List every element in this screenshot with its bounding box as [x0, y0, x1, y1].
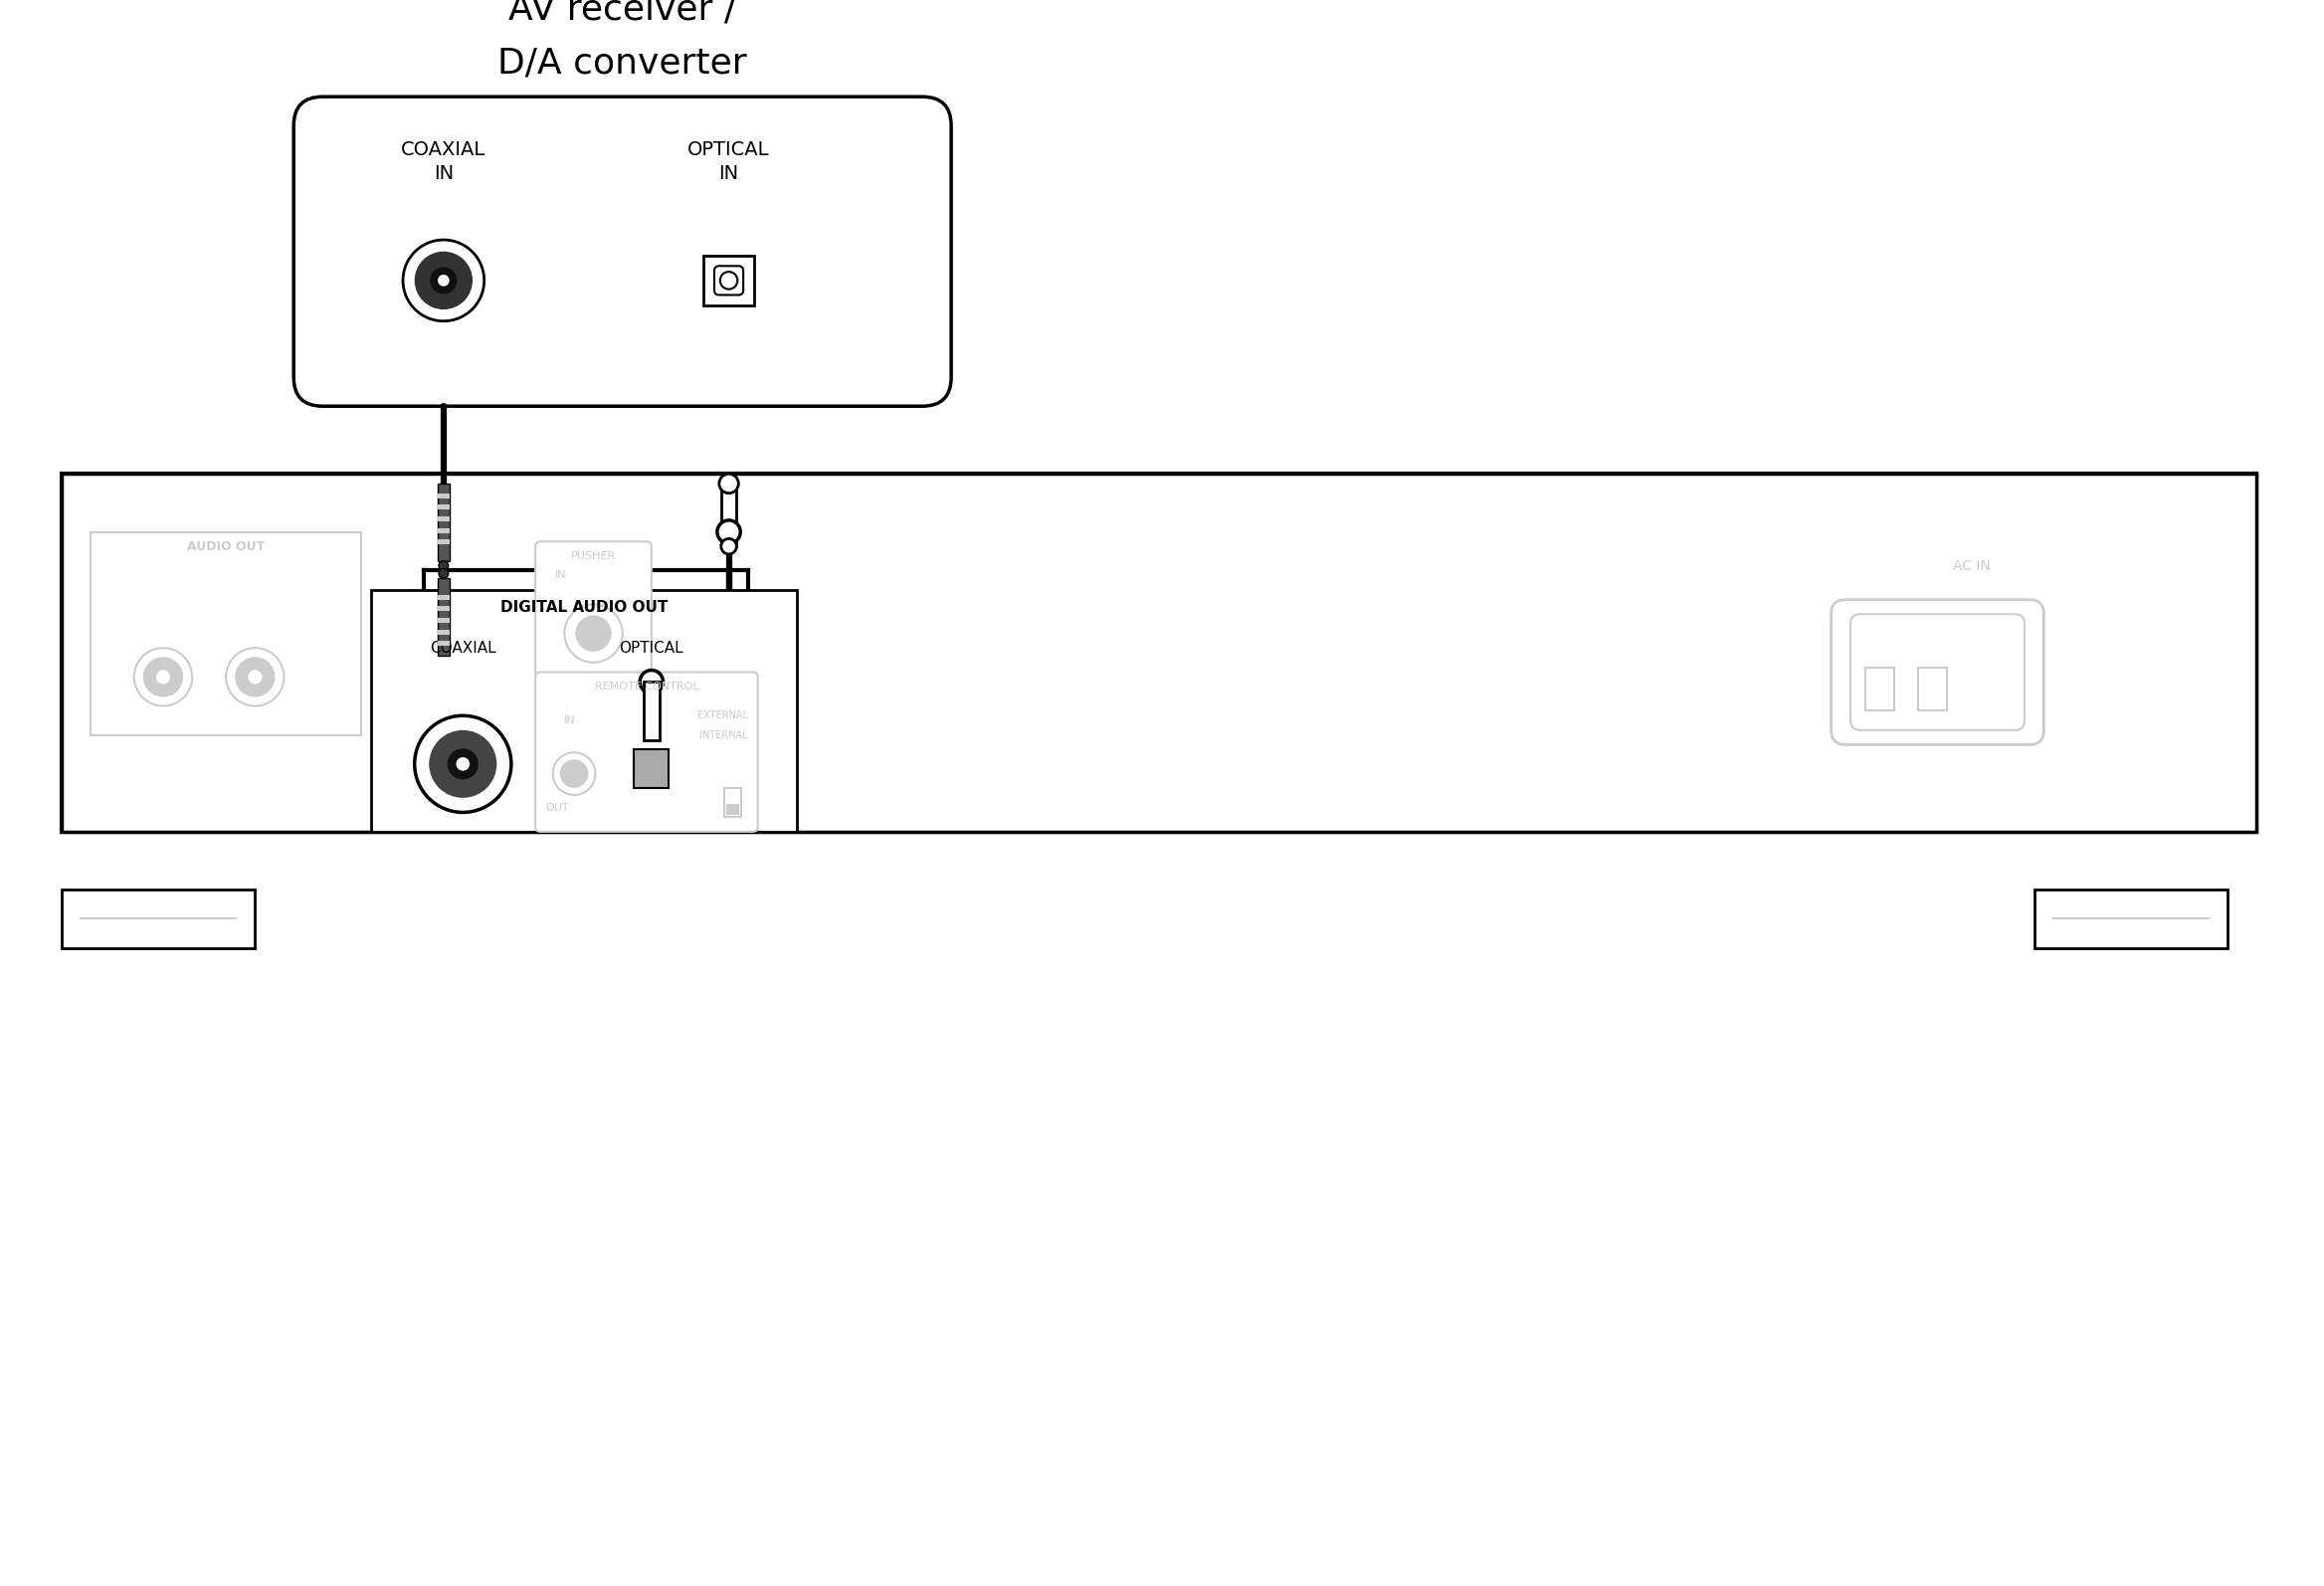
Circle shape — [437, 274, 449, 285]
Bar — [63, 474, 2257, 831]
Text: AUDIO OUT: AUDIO OUT — [186, 539, 265, 554]
Text: IN: IN — [555, 571, 567, 580]
Bar — [2034, 890, 2229, 948]
Circle shape — [235, 658, 274, 696]
Circle shape — [144, 658, 184, 696]
Bar — [437, 539, 449, 544]
Text: COAXIAL: COAXIAL — [430, 641, 495, 655]
Text: D/A converter: D/A converter — [497, 46, 746, 79]
Text: IN: IN — [565, 715, 576, 725]
Circle shape — [439, 561, 449, 571]
Circle shape — [135, 649, 193, 706]
Bar — [437, 630, 449, 634]
Circle shape — [576, 615, 611, 650]
Bar — [437, 517, 449, 522]
Bar — [1864, 668, 1894, 711]
Bar — [95, 557, 356, 730]
Bar — [437, 484, 449, 561]
Circle shape — [553, 752, 595, 795]
Bar — [437, 528, 449, 533]
Circle shape — [402, 239, 483, 320]
Circle shape — [225, 649, 284, 706]
FancyBboxPatch shape — [293, 97, 951, 406]
Bar — [1917, 668, 1948, 711]
Text: PUSHER: PUSHER — [572, 550, 616, 561]
Bar — [725, 788, 741, 817]
Circle shape — [156, 669, 172, 685]
Circle shape — [720, 539, 737, 554]
Text: REMOTE CONTROL: REMOTE CONTROL — [595, 682, 700, 691]
Bar — [91, 531, 360, 734]
Circle shape — [456, 757, 469, 771]
Bar — [644, 682, 660, 739]
FancyBboxPatch shape — [535, 541, 651, 677]
Text: INTERNAL: INTERNAL — [700, 730, 748, 741]
Circle shape — [718, 474, 739, 493]
Circle shape — [414, 715, 511, 812]
Circle shape — [414, 252, 472, 309]
Bar — [625, 739, 679, 798]
FancyBboxPatch shape — [535, 672, 758, 831]
Bar — [372, 590, 797, 831]
Bar — [437, 619, 449, 623]
Circle shape — [639, 671, 662, 693]
Bar — [437, 493, 449, 498]
Bar — [704, 255, 753, 306]
Bar — [63, 474, 2257, 831]
FancyBboxPatch shape — [1850, 614, 2024, 730]
Circle shape — [430, 266, 458, 293]
Bar — [720, 484, 737, 547]
Circle shape — [246, 669, 263, 685]
Bar — [437, 504, 449, 509]
Circle shape — [430, 730, 497, 798]
Circle shape — [560, 760, 588, 787]
Bar — [437, 641, 449, 646]
FancyBboxPatch shape — [713, 266, 744, 295]
Text: AC IN: AC IN — [1952, 558, 1989, 573]
Text: COAXIAL: COAXIAL — [402, 141, 486, 159]
Text: DIGITAL AUDIO OUT: DIGITAL AUDIO OUT — [500, 600, 667, 615]
Text: AV receiver /: AV receiver / — [509, 0, 737, 27]
Text: IN: IN — [435, 165, 453, 184]
Text: OPTICAL: OPTICAL — [618, 641, 683, 655]
FancyBboxPatch shape — [1831, 600, 2043, 745]
Text: OPTICAL: OPTICAL — [688, 141, 769, 159]
Circle shape — [565, 604, 623, 663]
Circle shape — [449, 749, 479, 779]
Text: EXTERNAL: EXTERNAL — [697, 711, 748, 720]
Text: OUT: OUT — [546, 803, 569, 812]
Text: IN: IN — [718, 165, 739, 184]
Bar — [437, 606, 449, 611]
Circle shape — [720, 271, 737, 289]
Bar — [634, 750, 669, 788]
Bar — [437, 579, 449, 655]
Bar — [725, 804, 739, 815]
Bar — [437, 595, 449, 600]
Bar — [63, 890, 256, 948]
Circle shape — [718, 520, 741, 544]
Circle shape — [439, 569, 449, 579]
